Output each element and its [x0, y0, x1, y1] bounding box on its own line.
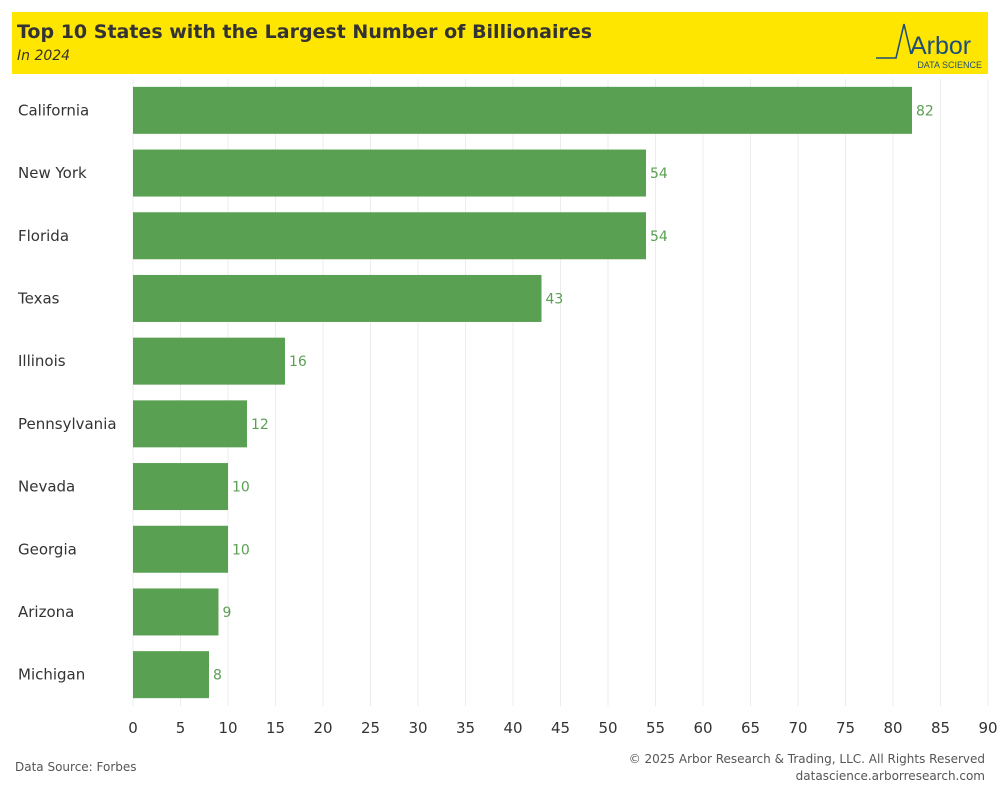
- data-label: 12: [251, 417, 269, 433]
- x-tick-label: 30: [408, 719, 427, 737]
- x-tick-label: 55: [646, 719, 665, 737]
- category-label: Arizona: [18, 603, 74, 621]
- chart-title: Top 10 States with the Largest Number of…: [17, 21, 593, 43]
- footer-credits: © 2025 Arbor Research & Trading, LLC. Al…: [629, 751, 985, 785]
- data-source: Data Source: Forbes: [15, 760, 137, 774]
- data-label: 16: [289, 354, 307, 370]
- data-label: 8: [213, 668, 222, 684]
- data-label: 10: [232, 480, 250, 496]
- bar-michigan: [133, 651, 209, 699]
- bar-pennsylvania: [133, 400, 247, 448]
- category-label: California: [18, 101, 89, 119]
- category-label: Michigan: [18, 666, 85, 684]
- data-label: 9: [223, 605, 232, 621]
- bar-florida: [133, 212, 646, 260]
- category-label: Illinois: [18, 352, 66, 370]
- data-label: 54: [650, 166, 668, 182]
- bar-illinois: [133, 337, 285, 385]
- x-tick-label: 0: [128, 719, 138, 737]
- x-tick-label: 25: [361, 719, 380, 737]
- x-tick-label: 75: [836, 719, 855, 737]
- category-labels: California New York Florida Texas Illinois Pe…: [17, 101, 117, 683]
- x-tick-label: 80: [883, 719, 902, 737]
- data-labels: 82 54 54 43 16 12 10 10 9 8: [213, 103, 934, 683]
- category-label: New York: [18, 164, 87, 182]
- bar-texas: [133, 274, 542, 322]
- bar-nevada: [133, 463, 228, 511]
- bar-arizona: [133, 588, 219, 636]
- x-tick-label: 60: [693, 719, 712, 737]
- x-tick-label: 85: [931, 719, 950, 737]
- bar-georgia: [133, 525, 228, 573]
- x-tick-label: 70: [788, 719, 807, 737]
- x-tick-label: 20: [313, 719, 332, 737]
- x-axis-ticks: 0 5 10 15 20 25 30 35 40 45 50 55 60 65 70 75 80 85 90: [128, 719, 997, 737]
- data-label: 82: [916, 103, 934, 119]
- x-tick-label: 50: [598, 719, 617, 737]
- title-banner: Top 10 States with the Largest Number of…: [12, 12, 988, 74]
- bars: [133, 86, 912, 699]
- x-tick-label: 35: [456, 719, 475, 737]
- logo-subtext: DATA SCIENCE: [917, 60, 982, 70]
- x-tick-label: 5: [176, 719, 186, 737]
- category-label: Pennsylvania: [18, 415, 117, 433]
- category-label: Nevada: [18, 478, 75, 496]
- chart-subtitle: In 2024: [17, 48, 71, 64]
- x-tick-label: 15: [266, 719, 285, 737]
- category-label: Florida: [18, 227, 69, 245]
- category-label: Georgia: [18, 540, 77, 558]
- data-label: 10: [232, 542, 250, 558]
- data-label: 54: [650, 229, 668, 245]
- bar-new-york: [133, 149, 646, 197]
- website-url: datascience.arborresearch.com: [795, 769, 985, 783]
- logo-text: Arbor: [910, 32, 971, 60]
- category-label: Texas: [17, 289, 60, 307]
- logo-line-icon: [876, 23, 912, 59]
- x-tick-label: 45: [551, 719, 570, 737]
- x-tick-label: 90: [978, 719, 997, 737]
- x-tick-label: 65: [741, 719, 760, 737]
- data-label: 43: [546, 291, 564, 307]
- x-tick-label: 40: [503, 719, 522, 737]
- copyright-text: © 2025 Arbor Research & Trading, LLC. Al…: [628, 752, 985, 766]
- x-tick-label: 10: [218, 719, 237, 737]
- bar-california: [133, 86, 912, 134]
- arbor-logo: Arbor DATA SCIENCE: [876, 23, 982, 70]
